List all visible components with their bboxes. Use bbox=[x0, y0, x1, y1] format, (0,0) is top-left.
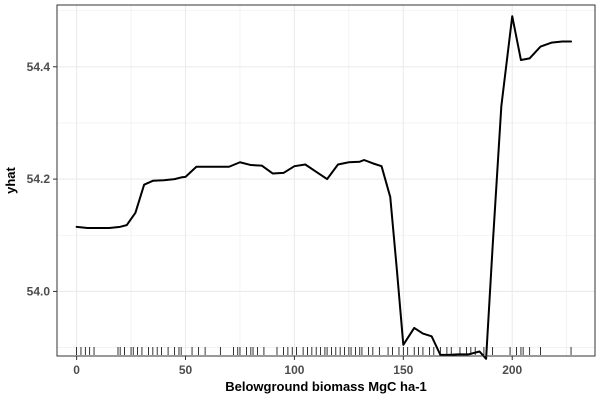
data-point bbox=[381, 165, 383, 167]
data-point bbox=[239, 161, 241, 163]
data-point bbox=[195, 166, 197, 168]
data-point bbox=[76, 226, 78, 228]
data-point bbox=[304, 163, 306, 165]
data-point bbox=[396, 268, 398, 270]
data-point bbox=[570, 41, 572, 43]
data-point bbox=[228, 166, 230, 168]
data-point bbox=[283, 172, 285, 174]
data-point bbox=[152, 180, 154, 182]
data-point bbox=[492, 245, 494, 247]
data-point bbox=[468, 353, 470, 355]
x-tick-label: 0 bbox=[73, 363, 80, 377]
data-point bbox=[163, 179, 165, 181]
data-point bbox=[326, 178, 328, 180]
x-axis-title: Belowground biomass MgC ha-1 bbox=[225, 379, 427, 394]
data-point bbox=[457, 353, 459, 355]
data-point bbox=[363, 159, 365, 161]
data-point bbox=[108, 227, 110, 229]
data-point bbox=[500, 105, 502, 107]
data-point bbox=[372, 162, 374, 164]
x-tick-label: 100 bbox=[284, 363, 304, 377]
y-tick-label: 54.4 bbox=[27, 60, 51, 74]
data-point bbox=[250, 164, 252, 166]
data-point bbox=[134, 212, 136, 214]
major-gridlines bbox=[57, 5, 595, 356]
data-point bbox=[174, 178, 176, 180]
data-point bbox=[272, 172, 274, 174]
data-point bbox=[86, 227, 88, 229]
data-point bbox=[413, 327, 415, 329]
x-axis-ticks: 0 50 100 150 200 bbox=[73, 356, 523, 377]
data-point bbox=[431, 335, 433, 337]
data-point bbox=[119, 226, 121, 228]
data-point bbox=[389, 196, 391, 198]
data-point bbox=[185, 176, 187, 178]
series-line bbox=[75, 15, 573, 360]
data-point bbox=[217, 166, 219, 168]
data-point bbox=[529, 57, 531, 59]
data-point bbox=[479, 351, 481, 353]
x-tick-label: 50 bbox=[179, 363, 193, 377]
data-point bbox=[359, 161, 361, 163]
data-point bbox=[511, 15, 513, 17]
data-point bbox=[348, 161, 350, 163]
y-axis-title: yhat bbox=[3, 166, 18, 193]
data-point bbox=[520, 59, 522, 61]
data-point bbox=[540, 46, 542, 48]
x-tick-label: 150 bbox=[393, 363, 413, 377]
y-tick-label: 54.2 bbox=[27, 172, 51, 186]
data-point bbox=[97, 227, 99, 229]
data-point bbox=[143, 184, 145, 186]
data-point bbox=[550, 42, 552, 44]
data-point bbox=[206, 166, 208, 168]
data-point bbox=[402, 344, 404, 346]
data-point bbox=[126, 224, 128, 226]
data-point bbox=[315, 171, 317, 173]
data-point bbox=[561, 41, 563, 43]
x-tick-label: 200 bbox=[502, 363, 522, 377]
data-point bbox=[180, 176, 182, 178]
data-point bbox=[261, 165, 263, 167]
minor-gridlines bbox=[57, 5, 595, 356]
y-tick-label: 54.0 bbox=[27, 284, 51, 298]
data-point bbox=[422, 333, 424, 335]
rug-marks bbox=[76, 347, 572, 355]
data-point bbox=[293, 165, 295, 167]
y-axis-ticks: 54.0 54.2 54.4 bbox=[27, 60, 57, 298]
data-point bbox=[485, 358, 487, 360]
data-point bbox=[337, 163, 339, 165]
panel-border bbox=[56, 4, 596, 357]
